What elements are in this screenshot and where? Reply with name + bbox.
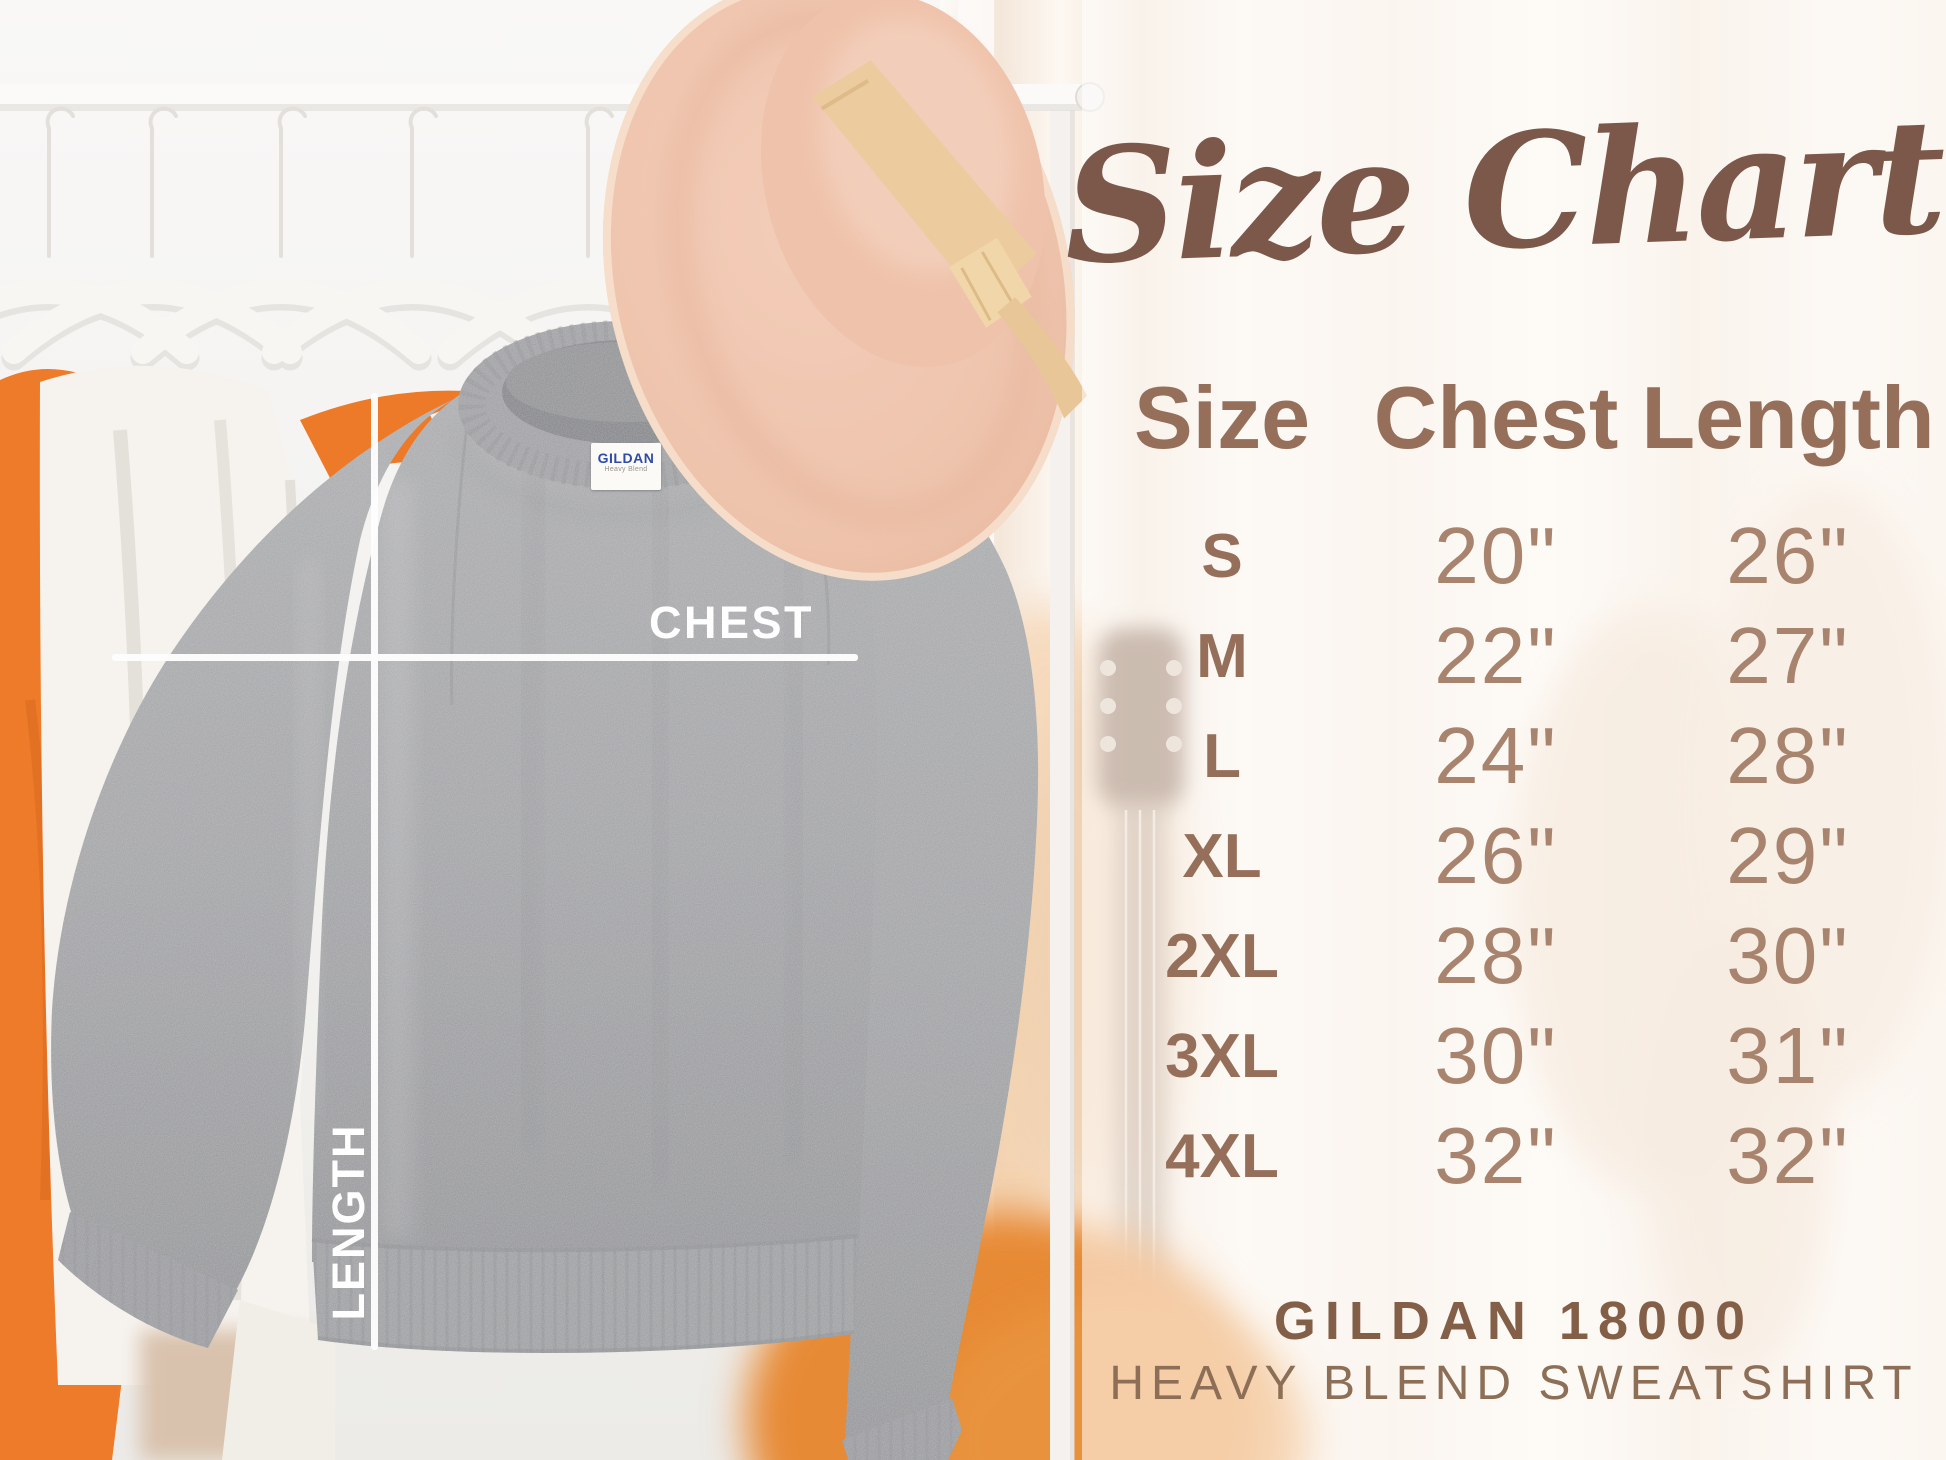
waistband [311, 1234, 859, 1353]
length-cell: 26" [1726, 511, 1850, 600]
chest-cell: 28" [1434, 911, 1558, 1000]
table-row: L 24" 28" [1082, 706, 1946, 806]
page-title: Size Chart [1060, 84, 1946, 301]
length-cell: 32" [1726, 1111, 1850, 1200]
hangers [0, 106, 739, 371]
chest-measure-line [112, 654, 858, 661]
product-code: GILDAN 18000 [1273, 1291, 1755, 1351]
hat-band [812, 60, 1037, 304]
panel-overlay [1082, 0, 1946, 1460]
chest-cell: 30" [1434, 1011, 1558, 1100]
col-header-size: Size [1133, 368, 1311, 467]
table-row: XL 26" 29" [1082, 806, 1946, 906]
garment-tag: GILDAN Heavy Blend [591, 443, 661, 490]
table-row: 3XL 30" 31" [1082, 1006, 1946, 1106]
sweatshirt [51, 320, 1039, 1460]
size-table: Size Chest Length S 20" 26" M 22" 27" L … [1082, 370, 1946, 1201]
size-cell: L [1203, 721, 1241, 791]
size-cell: S [1201, 521, 1243, 591]
hat [602, 0, 1088, 581]
product-name: HEAVY BLEND SWEATSHIRT [1109, 1357, 1919, 1410]
size-cell: XL [1182, 821, 1262, 891]
length-cell: 31" [1726, 1011, 1850, 1100]
table-row: M 22" 27" [1082, 606, 1946, 706]
table-row: 4XL 32" 32" [1082, 1106, 1946, 1206]
size-cell: 4XL [1165, 1121, 1279, 1191]
chest-cell: 26" [1434, 811, 1558, 900]
table-row: 2XL 28" 30" [1082, 906, 1946, 1006]
length-cell: 30" [1726, 911, 1850, 1000]
length-cell: 29" [1726, 811, 1850, 900]
cuffs [58, 1212, 962, 1460]
garment-tag-sub: Heavy Blend [604, 466, 648, 473]
size-cell: M [1196, 621, 1248, 691]
size-cell: 2XL [1165, 921, 1279, 991]
size-table-header: Size Chest Length [1082, 370, 1946, 466]
chest-cell: 22" [1434, 611, 1558, 700]
chest-cell: 20" [1434, 511, 1558, 600]
length-measure-label: LENGTH [323, 1123, 374, 1321]
col-header-chest: Chest [1373, 368, 1619, 467]
col-header-length: Length [1641, 368, 1935, 467]
size-cell: 3XL [1165, 1021, 1279, 1091]
chest-measure-label: CHEST [649, 597, 815, 648]
chest-cell: 24" [1434, 711, 1558, 800]
chest-cell: 32" [1434, 1111, 1558, 1200]
table-row: S 20" 26" [1082, 506, 1946, 606]
length-cell: 28" [1726, 711, 1850, 800]
size-table-body: S 20" 26" M 22" 27" L 24" 28" XL 26" 29"… [1082, 506, 1946, 1206]
length-cell: 27" [1726, 611, 1850, 700]
garment-tag-brand: GILDAN [597, 450, 655, 466]
length-measure-line [371, 393, 378, 1350]
